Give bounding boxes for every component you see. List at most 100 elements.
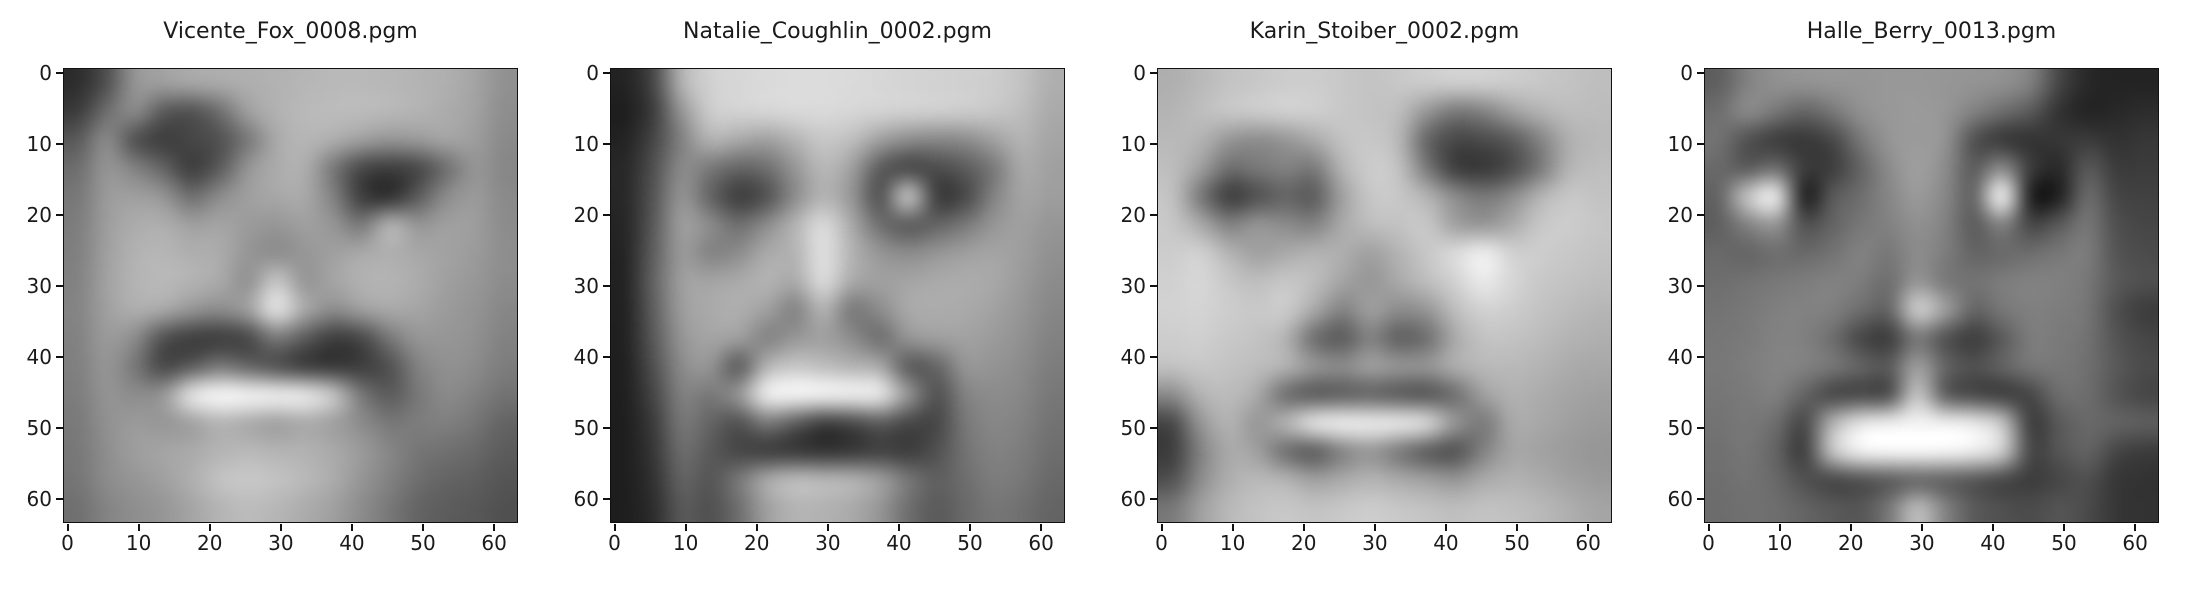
y-tick-mark (1150, 213, 1157, 216)
y-tick-label: 50 (26, 416, 52, 441)
y-tick-label: 10 (1120, 131, 1146, 156)
y-tick-mark (1697, 213, 1704, 216)
y-tick-mark (1150, 498, 1157, 501)
x-tick-mark (1160, 524, 1163, 531)
y-tick-label: 60 (26, 487, 52, 512)
x-tick-label: 30 (1909, 531, 1935, 555)
x-tick-mark (1302, 524, 1305, 531)
face-image-halle-berry (1705, 69, 2158, 522)
subplot-1: Vicente_Fox_0008.pgm 0 10 20 30 40 50 60 0 10 20 3… (27, 0, 518, 592)
y-tick-mark (1697, 142, 1704, 145)
subplot-3-title: Karin_Stoiber_0002.pgm (1249, 19, 1520, 44)
x-tick-mark (350, 524, 353, 531)
x-tick-mark (1587, 524, 1590, 531)
face-image-karin-stoiber (1158, 69, 1611, 522)
y-tick-mark (1150, 142, 1157, 145)
y-tick-label: 10 (26, 131, 52, 156)
x-tick-mark (613, 524, 616, 531)
y-tick-label: 30 (573, 273, 599, 298)
y-tick-label: 50 (1120, 416, 1146, 441)
y-tick-mark (1697, 284, 1704, 287)
y-tick-mark (56, 71, 63, 74)
y-tick-mark (56, 284, 63, 287)
x-tick-mark (422, 524, 425, 531)
y-tick-label: 0 (586, 60, 599, 85)
y-tick-mark (603, 142, 610, 145)
x-tick-mark (1231, 524, 1234, 531)
y-tick-mark (1697, 71, 1704, 74)
x-tick-label: 50 (410, 531, 436, 555)
y-tick-mark (1150, 71, 1157, 74)
x-tick-label: 60 (2122, 531, 2148, 555)
y-tick-mark (1697, 498, 1704, 501)
x-tick-label: 10 (1766, 531, 1793, 555)
x-tick-label: 0 (1702, 531, 1715, 555)
x-tick-label: 0 (608, 531, 621, 555)
x-tick-label: 50 (1504, 531, 1530, 555)
subplot-3: Karin_Stoiber_0002.pgm 0 10 20 30 40 50 60 0 10 2… (1121, 0, 1612, 592)
x-tick-mark (755, 524, 758, 531)
subplot-2-axes: 0 10 20 30 40 50 60 0 10 20 30 40 50 60 (574, 63, 1065, 553)
x-tick-label: 20 (744, 531, 770, 555)
subplot-4-axes: 0 10 20 30 40 50 60 0 10 20 30 40 50 60 (1668, 63, 2159, 553)
x-tick-mark (684, 524, 687, 531)
x-tick-mark (279, 524, 282, 531)
x-tick-label: 60 (1575, 531, 1601, 555)
y-tick-mark (56, 498, 63, 501)
y-tick-label: 10 (1667, 131, 1693, 156)
y-tick-mark (56, 213, 63, 216)
x-tick-label: 30 (815, 531, 841, 555)
x-tick-label: 50 (2051, 531, 2077, 555)
y-tick-label: 40 (573, 344, 599, 369)
y-tick-label: 30 (26, 273, 52, 298)
x-tick-label: 40 (1433, 531, 1459, 555)
subplot-3-axes: 0 10 20 30 40 50 60 0 10 20 30 40 50 60 (1121, 63, 1612, 553)
x-tick-mark (1373, 524, 1376, 531)
y-tick-label: 30 (1667, 273, 1693, 298)
x-tick-label: 10 (1219, 531, 1246, 555)
subplot-2: Natalie_Coughlin_0002.pgm 0 10 20 30 40 50 60 0… (574, 0, 1065, 592)
y-tick-label: 40 (1667, 344, 1693, 369)
y-tick-label: 60 (1120, 487, 1146, 512)
x-tick-label: 30 (268, 531, 294, 555)
y-tick-label: 20 (1667, 202, 1693, 227)
subplot-4: Halle_Berry_0013.pgm 0 10 20 30 40 50 60 0 10 20 3… (1668, 0, 2159, 592)
x-tick-label: 20 (197, 531, 223, 555)
x-tick-label: 10 (125, 531, 152, 555)
x-tick-label: 40 (886, 531, 912, 555)
x-tick-label: 40 (1980, 531, 2006, 555)
x-tick-mark (208, 524, 211, 531)
y-tick-mark (1697, 355, 1704, 358)
x-tick-mark (1849, 524, 1852, 531)
y-tick-label: 0 (1680, 60, 1693, 85)
y-tick-mark (1150, 284, 1157, 287)
y-tick-mark (603, 355, 610, 358)
x-tick-label: 40 (339, 531, 365, 555)
y-tick-label: 0 (39, 60, 52, 85)
y-tick-label: 60 (573, 487, 599, 512)
face-image-vicente-fox (64, 69, 517, 522)
y-tick-mark (1150, 355, 1157, 358)
y-tick-label: 20 (1120, 202, 1146, 227)
x-tick-mark (66, 524, 69, 531)
face-image-natalie-coughlin (611, 69, 1064, 522)
y-tick-mark (603, 427, 610, 430)
y-tick-mark (603, 71, 610, 74)
y-tick-label: 50 (573, 416, 599, 441)
x-tick-mark (493, 524, 496, 531)
x-tick-mark (1778, 524, 1781, 531)
y-tick-mark (603, 213, 610, 216)
x-tick-mark (137, 524, 140, 531)
x-tick-label: 20 (1838, 531, 1864, 555)
x-tick-mark (1516, 524, 1519, 531)
y-tick-mark (1150, 427, 1157, 430)
x-tick-mark (969, 524, 972, 531)
x-tick-label: 50 (957, 531, 983, 555)
x-tick-mark (1707, 524, 1710, 531)
y-tick-label: 0 (1133, 60, 1146, 85)
y-tick-label: 40 (1120, 344, 1146, 369)
y-tick-mark (56, 355, 63, 358)
x-tick-label: 10 (672, 531, 699, 555)
y-tick-mark (1697, 427, 1704, 430)
